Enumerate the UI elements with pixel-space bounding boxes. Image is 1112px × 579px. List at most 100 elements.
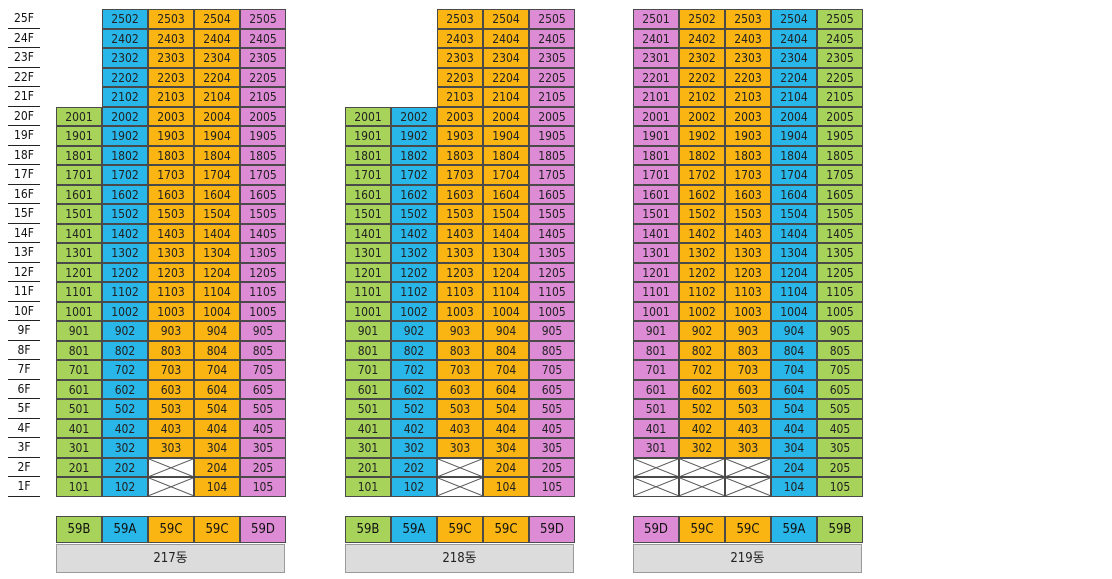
unit-cell[interactable]: 1003 bbox=[148, 301, 194, 321]
unit-cell[interactable]: 904 bbox=[483, 321, 529, 341]
unit-cell[interactable]: 1604 bbox=[771, 184, 817, 204]
unit-cell[interactable]: 2002 bbox=[679, 106, 725, 126]
unit-cell[interactable]: 802 bbox=[391, 340, 437, 360]
unit-cell[interactable]: 2405 bbox=[240, 28, 286, 48]
unit-cell[interactable]: 1503 bbox=[437, 204, 483, 224]
unit-cell[interactable]: 2105 bbox=[529, 87, 575, 107]
unit-cell[interactable]: 705 bbox=[240, 360, 286, 380]
unit-cell[interactable]: 404 bbox=[483, 418, 529, 438]
unit-cell[interactable]: 1902 bbox=[102, 126, 148, 146]
unit-cell[interactable]: 1204 bbox=[483, 262, 529, 282]
unit-cell[interactable]: 1003 bbox=[725, 301, 771, 321]
unit-cell[interactable]: 402 bbox=[391, 418, 437, 438]
unit-cell[interactable]: 2402 bbox=[679, 28, 725, 48]
unit-cell[interactable]: 305 bbox=[240, 438, 286, 458]
unit-cell[interactable]: 503 bbox=[725, 399, 771, 419]
unit-cell[interactable]: 1405 bbox=[817, 223, 863, 243]
unit-cell[interactable]: 104 bbox=[483, 477, 529, 497]
unit-cell[interactable]: 2203 bbox=[725, 67, 771, 87]
unit-cell[interactable]: 1403 bbox=[148, 223, 194, 243]
unit-cell[interactable]: 2003 bbox=[725, 106, 771, 126]
unit-cell[interactable]: 2303 bbox=[725, 48, 771, 68]
unit-cell[interactable]: 1102 bbox=[102, 282, 148, 302]
unit-cell[interactable]: 1005 bbox=[817, 301, 863, 321]
unit-cell[interactable]: 401 bbox=[56, 418, 102, 438]
unit-cell[interactable]: 505 bbox=[817, 399, 863, 419]
unit-cell[interactable]: 1702 bbox=[102, 165, 148, 185]
unit-cell[interactable]: 601 bbox=[345, 379, 391, 399]
unit-cell[interactable]: 2101 bbox=[633, 87, 679, 107]
unit-cell[interactable]: 905 bbox=[817, 321, 863, 341]
unit-cell[interactable]: 605 bbox=[240, 379, 286, 399]
unit-cell[interactable]: 1303 bbox=[148, 243, 194, 263]
unit-cell[interactable]: 805 bbox=[529, 340, 575, 360]
unit-cell[interactable]: 1805 bbox=[240, 145, 286, 165]
unit-cell[interactable]: 2303 bbox=[148, 48, 194, 68]
unit-cell[interactable]: 2505 bbox=[529, 9, 575, 29]
unit-cell[interactable]: 701 bbox=[633, 360, 679, 380]
unit-cell[interactable]: 2502 bbox=[679, 9, 725, 29]
unit-cell[interactable]: 1302 bbox=[102, 243, 148, 263]
unit-cell[interactable]: 2203 bbox=[437, 67, 483, 87]
unit-cell[interactable]: 1502 bbox=[102, 204, 148, 224]
unit-cell[interactable]: 405 bbox=[240, 418, 286, 438]
unit-cell[interactable]: 1104 bbox=[483, 282, 529, 302]
unit-cell[interactable]: 801 bbox=[345, 340, 391, 360]
unit-cell[interactable]: 2403 bbox=[148, 28, 194, 48]
unit-cell[interactable]: 2204 bbox=[483, 67, 529, 87]
unit-cell[interactable]: 1104 bbox=[194, 282, 240, 302]
unit-cell[interactable]: 1505 bbox=[817, 204, 863, 224]
unit-cell[interactable]: 1401 bbox=[56, 223, 102, 243]
unit-cell[interactable]: 1204 bbox=[771, 262, 817, 282]
unit-cell[interactable]: 605 bbox=[529, 379, 575, 399]
unit-cell[interactable]: 901 bbox=[345, 321, 391, 341]
unit-cell[interactable]: 1602 bbox=[391, 184, 437, 204]
unit-cell[interactable]: 1305 bbox=[817, 243, 863, 263]
unit-cell[interactable]: 1503 bbox=[148, 204, 194, 224]
unit-cell[interactable]: 1905 bbox=[240, 126, 286, 146]
unit-cell[interactable]: 703 bbox=[437, 360, 483, 380]
unit-cell[interactable]: 1001 bbox=[345, 301, 391, 321]
unit-cell[interactable]: 1501 bbox=[56, 204, 102, 224]
unit-cell[interactable]: 1901 bbox=[56, 126, 102, 146]
unit-cell[interactable]: 704 bbox=[483, 360, 529, 380]
unit-cell[interactable]: 1604 bbox=[194, 184, 240, 204]
unit-cell[interactable]: 2003 bbox=[437, 106, 483, 126]
unit-cell[interactable]: 501 bbox=[345, 399, 391, 419]
unit-cell[interactable]: 2505 bbox=[817, 9, 863, 29]
unit-cell[interactable]: 801 bbox=[56, 340, 102, 360]
unit-cell[interactable]: 2405 bbox=[529, 28, 575, 48]
unit-cell[interactable]: 1901 bbox=[633, 126, 679, 146]
unit-cell[interactable]: 301 bbox=[56, 438, 102, 458]
unit-cell[interactable]: 1704 bbox=[771, 165, 817, 185]
unit-cell[interactable]: 2104 bbox=[194, 87, 240, 107]
unit-cell[interactable]: 402 bbox=[102, 418, 148, 438]
unit-cell[interactable]: 1101 bbox=[633, 282, 679, 302]
unit-cell[interactable]: 2104 bbox=[771, 87, 817, 107]
unit-cell[interactable]: 504 bbox=[194, 399, 240, 419]
unit-cell[interactable]: 2402 bbox=[102, 28, 148, 48]
unit-cell[interactable]: 2004 bbox=[771, 106, 817, 126]
unit-cell[interactable]: 1801 bbox=[633, 145, 679, 165]
unit-cell[interactable]: 501 bbox=[56, 399, 102, 419]
unit-cell[interactable]: 1701 bbox=[56, 165, 102, 185]
unit-cell[interactable]: 1905 bbox=[529, 126, 575, 146]
unit-cell[interactable]: 405 bbox=[817, 418, 863, 438]
unit-cell[interactable]: 901 bbox=[633, 321, 679, 341]
unit-cell[interactable]: 2001 bbox=[633, 106, 679, 126]
unit-cell[interactable]: 202 bbox=[102, 457, 148, 477]
unit-cell[interactable]: 1501 bbox=[345, 204, 391, 224]
unit-cell[interactable]: 1704 bbox=[194, 165, 240, 185]
unit-cell[interactable]: 803 bbox=[148, 340, 194, 360]
unit-cell[interactable]: 2302 bbox=[679, 48, 725, 68]
unit-cell[interactable]: 505 bbox=[240, 399, 286, 419]
unit-cell[interactable]: 2504 bbox=[483, 9, 529, 29]
unit-cell[interactable]: 1302 bbox=[679, 243, 725, 263]
unit-cell[interactable]: 1205 bbox=[240, 262, 286, 282]
unit-cell[interactable]: 2303 bbox=[437, 48, 483, 68]
unit-cell[interactable]: 2201 bbox=[633, 67, 679, 87]
unit-cell[interactable]: 304 bbox=[483, 438, 529, 458]
unit-cell[interactable]: 604 bbox=[771, 379, 817, 399]
unit-cell[interactable]: 404 bbox=[771, 418, 817, 438]
unit-cell[interactable]: 905 bbox=[240, 321, 286, 341]
